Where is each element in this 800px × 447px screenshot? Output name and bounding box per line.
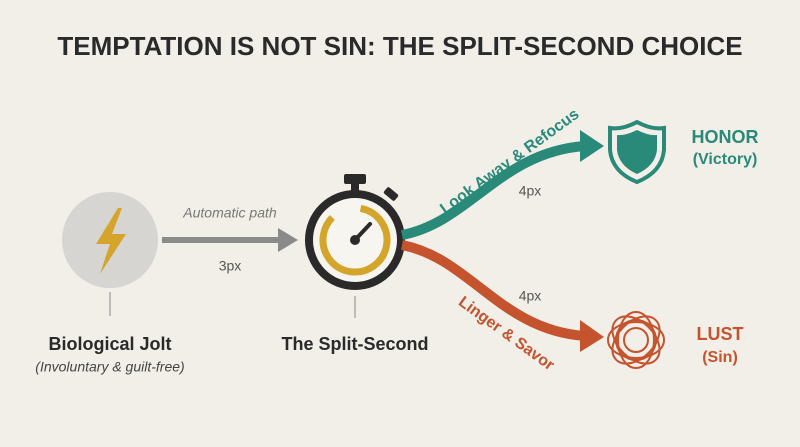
shield-icon [608, 119, 666, 185]
title: TEMPTATION IS NOT SIN: THE SPLIT-SECOND … [57, 31, 742, 61]
arrowhead [580, 130, 604, 162]
stopwatch-center [350, 235, 360, 245]
stopwatch-stem [351, 182, 359, 194]
edge-note: 4px [519, 288, 542, 304]
outcome-label: HONOR [692, 127, 759, 147]
stopwatch-crown [344, 174, 366, 184]
edge-label: Automatic path [182, 205, 277, 221]
shield-fill [617, 130, 657, 174]
outcome-sublabel: (Victory) [693, 151, 758, 168]
knot-icon [607, 311, 665, 369]
outcome-sublabel: (Sin) [702, 349, 738, 366]
node-label: Biological Jolt [48, 334, 171, 354]
edge-line [400, 240, 586, 341]
node-label: The Split-Second [281, 334, 428, 354]
lightning-icon [96, 208, 126, 274]
outcome-label: LUST [697, 324, 744, 344]
node-sublabel: (Involuntary & guilt-free) [35, 359, 184, 375]
arrowhead [580, 320, 604, 352]
arrowhead [278, 228, 298, 252]
edge-note: 3px [219, 258, 242, 274]
edge-note: 4px [519, 183, 542, 199]
edge-line [400, 141, 586, 240]
stopwatch-button [383, 187, 399, 201]
